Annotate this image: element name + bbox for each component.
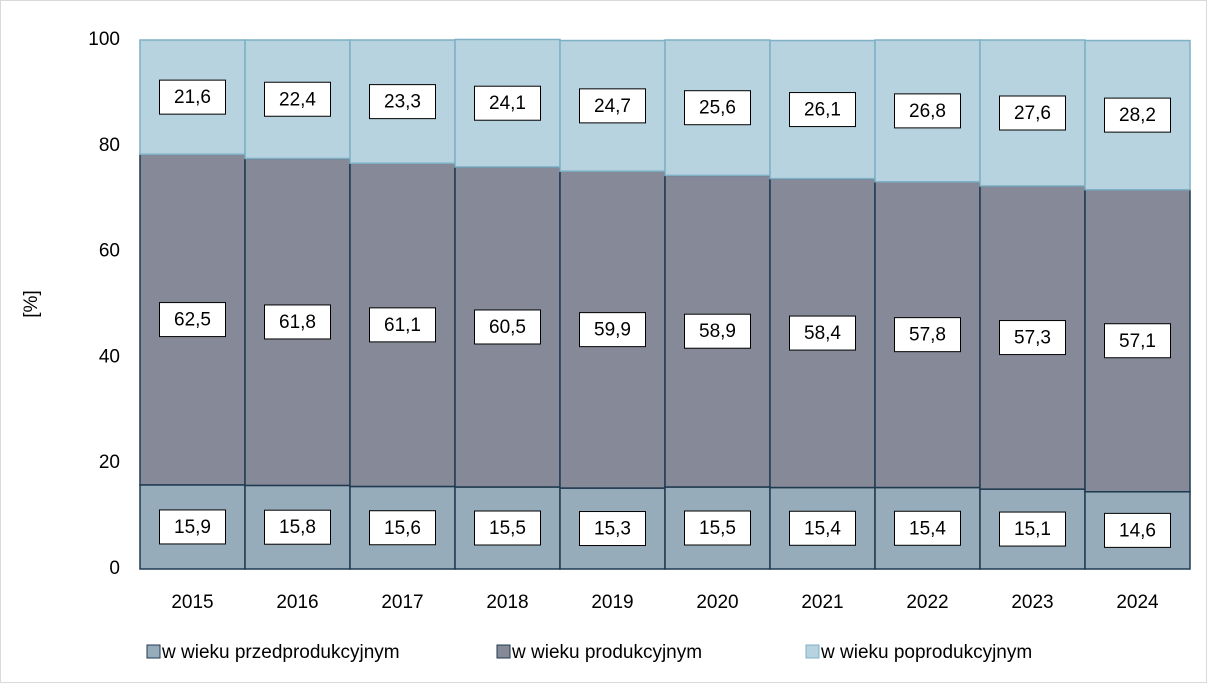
- data-label: 21,6: [174, 87, 211, 108]
- data-label-box: [579, 88, 646, 124]
- data-label: 24,1: [489, 93, 526, 114]
- data-label: 15,5: [699, 518, 736, 539]
- data-label-box: [789, 510, 856, 546]
- data-label-box: [789, 92, 856, 128]
- data-label: 15,1: [1014, 519, 1051, 540]
- y-tick-label: 80: [99, 135, 120, 156]
- data-label-box: [474, 85, 541, 121]
- data-label-box: [999, 95, 1066, 131]
- x-tick-label: 2015: [171, 592, 213, 613]
- legend-label: w wieku produkcyjnym: [511, 642, 702, 663]
- data-label-box: [159, 79, 226, 115]
- x-tick-label: 2017: [381, 592, 423, 613]
- legend-label: w wieku przedprodukcyjnym: [161, 642, 400, 663]
- data-label: 14,6: [1119, 520, 1156, 541]
- data-label: 61,8: [279, 312, 316, 333]
- data-label: 58,4: [804, 323, 841, 344]
- data-label-box: [684, 313, 751, 349]
- data-label: 15,4: [909, 518, 946, 539]
- data-label-box: [264, 81, 331, 117]
- data-label: 59,9: [594, 320, 631, 341]
- x-tick-label: 2016: [276, 592, 318, 613]
- data-label-box: [789, 315, 856, 351]
- y-tick-label: 20: [99, 452, 120, 473]
- data-label: 25,6: [699, 98, 736, 119]
- y-tick-label: 60: [99, 241, 120, 262]
- data-label-box: [264, 304, 331, 340]
- y-tick-label: 40: [99, 346, 120, 367]
- data-label-box: [684, 90, 751, 126]
- data-label: 28,2: [1119, 105, 1156, 126]
- data-label-box: [999, 320, 1066, 356]
- x-tick-label: 2023: [1011, 592, 1053, 613]
- x-tick-label: 2021: [801, 592, 843, 613]
- data-label-box: [369, 510, 436, 546]
- data-label: 58,9: [699, 321, 736, 342]
- data-label: 24,7: [594, 96, 631, 117]
- data-label-box: [579, 312, 646, 348]
- data-label: 27,6: [1014, 103, 1051, 124]
- data-label: 15,3: [594, 519, 631, 540]
- data-label-box: [579, 511, 646, 547]
- data-label: 57,8: [909, 325, 946, 346]
- data-label: 23,3: [384, 92, 421, 113]
- data-label-box: [264, 509, 331, 545]
- data-label: 15,4: [804, 518, 841, 539]
- data-label: 26,8: [909, 101, 946, 122]
- data-label: 15,6: [384, 518, 421, 539]
- data-label-box: [999, 511, 1066, 547]
- data-label-box: [159, 509, 226, 545]
- data-label: 61,1: [384, 315, 421, 336]
- data-label-box: [894, 317, 961, 353]
- data-label-box: [1104, 512, 1171, 548]
- data-label-box: [474, 510, 541, 546]
- data-label-box: [1104, 323, 1171, 359]
- data-label: 57,1: [1119, 331, 1156, 352]
- data-label: 26,1: [804, 100, 841, 121]
- data-label-box: [369, 84, 436, 120]
- data-label-box: [894, 510, 961, 546]
- x-tick-label: 2024: [1116, 592, 1159, 613]
- data-label-box: [1104, 97, 1171, 133]
- legend-swatch: [805, 644, 820, 659]
- y-tick-label: 0: [109, 558, 120, 579]
- data-label: 15,8: [279, 517, 316, 538]
- x-tick-label: 2022: [906, 592, 948, 613]
- y-axis-label: [%]: [21, 290, 42, 317]
- x-tick-label: 2020: [696, 592, 738, 613]
- data-label: 60,5: [489, 317, 526, 338]
- data-label-box: [474, 309, 541, 345]
- legend-swatch: [146, 644, 161, 659]
- data-label-box: [159, 302, 226, 338]
- legend-swatch: [496, 644, 511, 659]
- bar-segment: [244, 484, 351, 570]
- x-tick-label: 2018: [486, 592, 528, 613]
- data-label-box: [369, 307, 436, 343]
- data-label: 57,3: [1014, 328, 1051, 349]
- data-label-box: [894, 93, 961, 129]
- data-label: 22,4: [279, 89, 316, 110]
- y-tick-label: 100: [88, 29, 120, 50]
- data-label-box: [684, 510, 751, 546]
- data-label: 62,5: [174, 310, 211, 331]
- data-label: 15,5: [489, 518, 526, 539]
- x-tick-label: 2019: [591, 592, 633, 613]
- legend-label: w wieku poprodukcyjnym: [820, 642, 1032, 663]
- data-label: 15,9: [174, 517, 211, 538]
